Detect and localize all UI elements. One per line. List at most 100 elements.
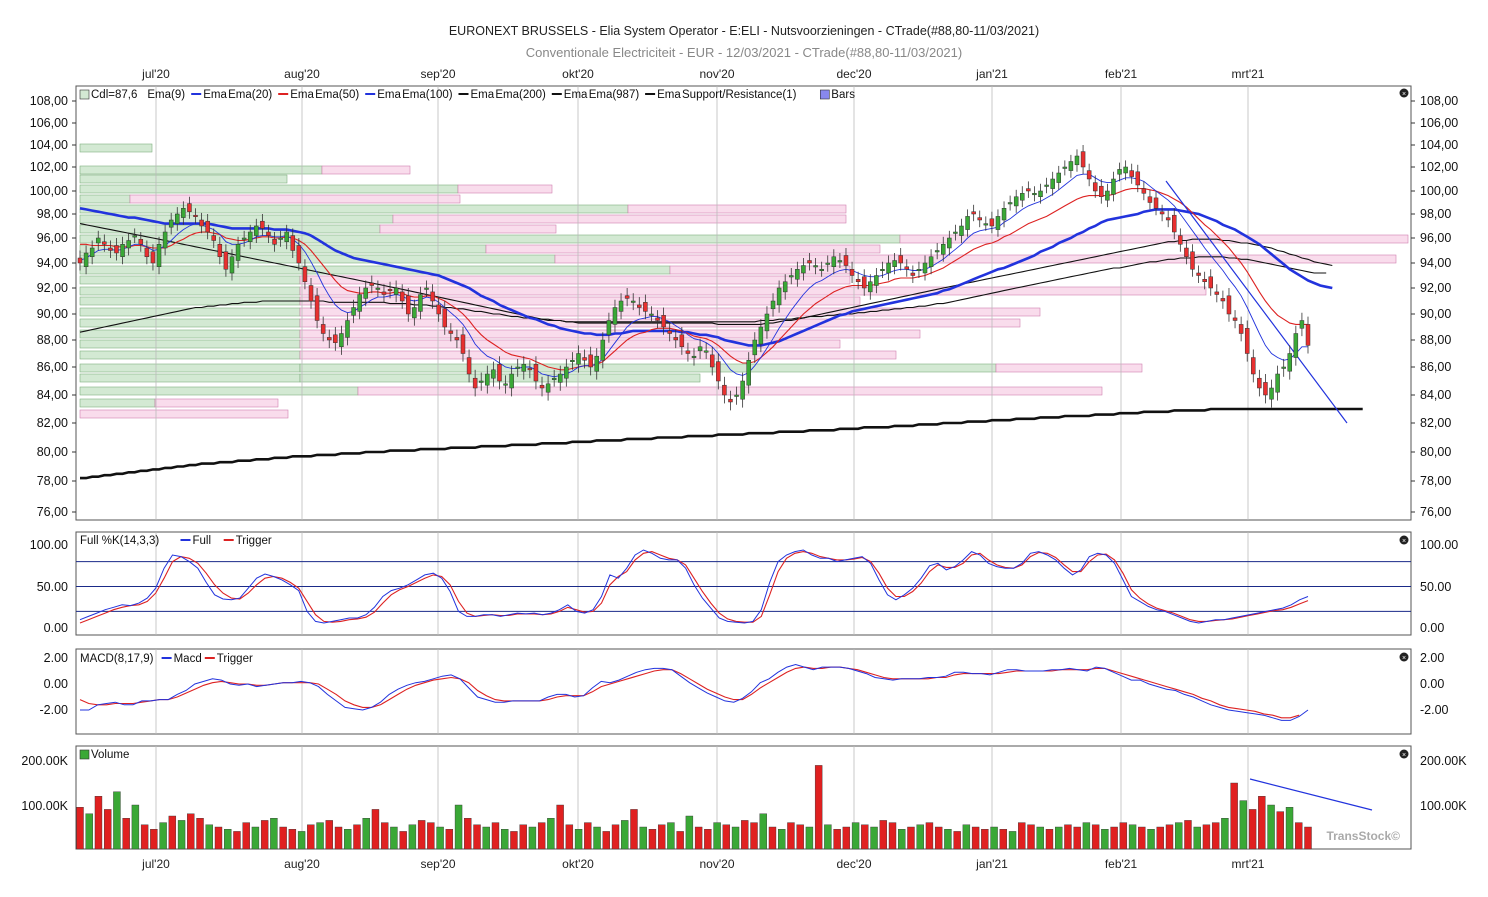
candle-body [728, 398, 733, 403]
volume-bar [196, 818, 204, 850]
volume-bar [510, 831, 518, 850]
candle-body [89, 247, 95, 257]
svg-text:×: × [1402, 752, 1406, 759]
candle-body [77, 257, 83, 264]
price-tick-right: 102,00 [1420, 160, 1458, 174]
volume-bar [454, 804, 463, 850]
volume-bar [685, 815, 694, 850]
legend-label: Volume [91, 749, 129, 761]
volume-bar [353, 824, 361, 850]
volume-bar [934, 826, 943, 850]
month-label-bottom: nov'20 [700, 857, 735, 871]
volume-bar [408, 824, 417, 850]
close-icon[interactable]: × [1399, 88, 1409, 99]
month-label-bottom: jul'20 [141, 857, 170, 871]
candle-body [393, 287, 399, 295]
legend-swatch [79, 749, 90, 760]
volume-bar [676, 831, 684, 850]
volume-bar [270, 818, 278, 850]
volume-bar [1128, 824, 1137, 850]
candle-body [351, 307, 356, 316]
candle-body [223, 251, 229, 270]
close-icon[interactable]: × [1399, 652, 1409, 663]
candle-body [199, 219, 204, 227]
candle-body [959, 225, 964, 236]
candle-body [843, 255, 849, 266]
volume-bar [584, 822, 592, 850]
volume-bar [953, 831, 961, 850]
volume-bar [981, 829, 989, 850]
candle-body [175, 213, 180, 224]
volume-bar [1295, 822, 1303, 850]
volume-bar [288, 829, 297, 850]
volume-bar [399, 831, 407, 850]
price-tick-left: 88,00 [37, 333, 68, 347]
legend-label: Ema(9) [147, 89, 185, 101]
chart-title: EURONEXT BRUSSELS - Elia System Operator… [448, 24, 1040, 38]
gridlines [76, 86, 1411, 849]
month-label-bottom: mrt'21 [1232, 857, 1265, 871]
volume-bar [1027, 824, 1035, 850]
price-tick-left: 96,00 [37, 231, 68, 245]
candle-body [953, 231, 958, 234]
macd-tick-right: -2.00 [1420, 703, 1449, 717]
price-tick-right: 80,00 [1420, 445, 1451, 459]
candle-body [1032, 193, 1037, 196]
volume-bar [417, 820, 426, 850]
month-label-top: okt'20 [562, 67, 594, 81]
close-icon[interactable]: × [1399, 535, 1409, 546]
sr-zone [79, 398, 156, 408]
price-tick-right: 94,00 [1420, 256, 1451, 270]
candle-body [558, 373, 563, 383]
candle-body [381, 291, 387, 295]
volume-bar [528, 826, 537, 850]
candle-body [126, 240, 131, 249]
candle-body [162, 231, 168, 249]
candle-body [1275, 373, 1280, 393]
volume-bar [648, 829, 657, 850]
candle-body [460, 334, 466, 354]
sr-zone [485, 244, 881, 254]
price-tick-left: 92,00 [37, 281, 68, 295]
volume-bar [667, 822, 675, 850]
candle-body [1141, 188, 1147, 194]
candle-body [345, 320, 350, 338]
sr-zone [79, 234, 901, 244]
candle-body [1056, 172, 1062, 183]
volume-bar [177, 820, 186, 850]
sr-zone [79, 329, 301, 339]
legend-label: Ema [657, 89, 681, 101]
indicator-lines [79, 173, 1373, 811]
svg-text:×: × [1402, 538, 1406, 545]
candle-body [260, 220, 265, 229]
sr-zone [79, 373, 301, 383]
month-label-top: jul'20 [141, 67, 170, 81]
candle-body [205, 220, 210, 233]
month-label-top: jan'21 [975, 67, 1008, 81]
volume-tick-left: 100.00K [21, 799, 68, 813]
candle-body [971, 211, 976, 215]
volume-bar [1175, 822, 1183, 850]
volume-bar [214, 826, 223, 850]
volume-bar [851, 822, 860, 850]
ema200-line [79, 256, 1327, 333]
volume-bar [556, 804, 564, 850]
sr-zone [554, 254, 1397, 264]
price-tick-right: 108,00 [1420, 94, 1458, 108]
candle-body [1092, 182, 1098, 192]
candle-body [1013, 196, 1019, 207]
candle-body [1299, 320, 1305, 329]
stoch-full-line [79, 549, 1309, 624]
candle-body [235, 244, 241, 261]
candle-body [746, 360, 751, 386]
candle-body [1007, 202, 1013, 205]
candle-body [624, 295, 630, 299]
close-icon[interactable]: × [1399, 749, 1409, 760]
volume-bar [122, 818, 130, 850]
candle-body [734, 394, 739, 397]
volume-bar [1073, 826, 1081, 850]
candle-body [156, 244, 162, 267]
candle-body [533, 364, 539, 382]
volume-bar [611, 824, 620, 850]
volume-bar [1138, 826, 1146, 850]
